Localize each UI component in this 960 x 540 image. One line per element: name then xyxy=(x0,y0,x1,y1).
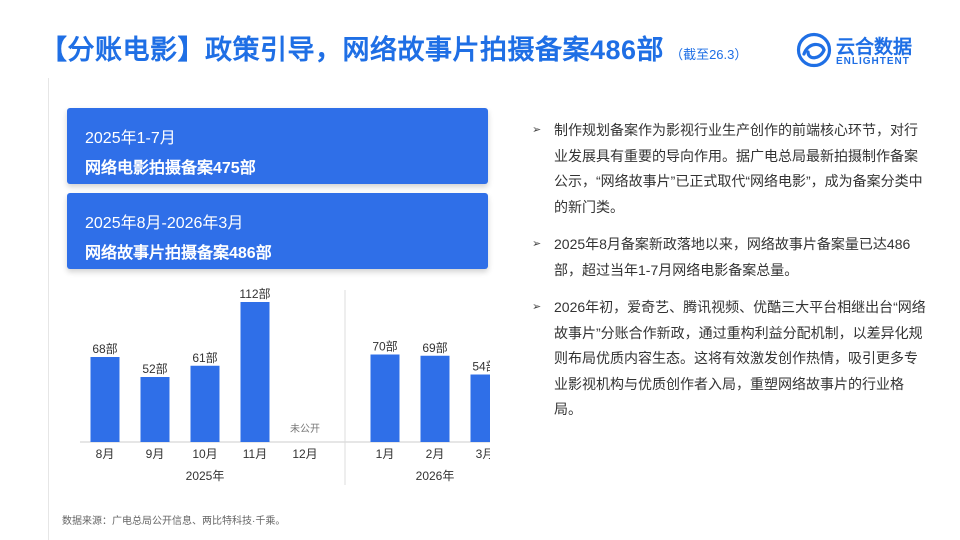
year-group-label: 2026年 xyxy=(416,469,455,483)
bar-value-label: 70部 xyxy=(372,339,397,354)
bar-2 xyxy=(140,377,170,442)
x-tick-label: 2月 xyxy=(426,447,445,461)
bar-value-label: 61部 xyxy=(192,350,217,365)
bar-4 xyxy=(240,302,270,442)
title-subtitle: （截至26.3） xyxy=(670,47,748,62)
logo-swirl-icon xyxy=(796,32,832,68)
stat-card-2025-aug-2026-mar: 2025年8月-2026年3月 网络故事片拍摄备案486部 xyxy=(67,193,488,269)
bullet-arrow-icon: ➢ xyxy=(532,301,542,313)
bar-value-label: 112部 xyxy=(239,286,270,301)
bullet-list: ➢ 制作规划备案作为影视行业生产创作的前端核心环节，对行业发展具有重要的导向作用… xyxy=(532,118,927,435)
bullet-arrow-icon: ➢ xyxy=(532,238,542,250)
logo-en: ENLIGHTENT xyxy=(836,56,910,67)
x-tick-label: 8月 xyxy=(96,447,115,461)
filing-bar-chart: 68部 8月 52部 9月 61部 10月 112部 11月 未公开 12月 70部 1月 69部 2月 5… xyxy=(80,286,490,485)
title-text: 【分账电影】政策引导，网络故事片拍摄备案486部 xyxy=(40,35,665,65)
bar-7 xyxy=(420,355,450,442)
bar-value-label: 未公开 xyxy=(290,423,320,435)
bullet-item: ➢ 2026年初，爱奇艺、腾讯视频、优酷三大平台相继出台“网络故事片”分账合作新… xyxy=(532,295,927,423)
data-source-note: 数据来源：广电总局公开信息、两比特科技·千乘。 xyxy=(62,516,286,527)
bullet-text: 2026年初，爱奇艺、腾讯视频、优酷三大平台相继出台“网络故事片”分账合作新政，… xyxy=(554,299,926,417)
bar-value-label: 69部 xyxy=(422,340,447,355)
bar-value-label: 68部 xyxy=(92,341,117,356)
page-title: 【分账电影】政策引导，网络故事片拍摄备案486部 （截至26.3） xyxy=(40,28,747,67)
year-group-label: 2025年 xyxy=(186,469,225,483)
stat-card-count: 网络电影拍摄备案475部 xyxy=(85,160,256,177)
bar-3 xyxy=(190,365,220,442)
bullet-text: 2025年8月备案新政落地以来，网络故事片备案量已达486部，超过当年1-7月网… xyxy=(554,236,911,278)
stat-card-count: 网络故事片拍摄备案486部 xyxy=(85,245,272,262)
bullet-item: ➢ 2025年8月备案新政落地以来，网络故事片备案量已达486部，超过当年1-7… xyxy=(532,232,927,283)
x-tick-label: 9月 xyxy=(146,447,165,461)
x-tick-label: 3月 xyxy=(476,447,490,461)
bar-value-label: 54部 xyxy=(472,359,490,374)
x-tick-label: 12月 xyxy=(292,447,317,461)
logo-cn: 云合数据 xyxy=(836,37,913,58)
bar-1 xyxy=(90,357,120,442)
bar-6 xyxy=(370,354,400,442)
bar-value-label: 52部 xyxy=(142,361,167,376)
bullet-text: 制作规划备案作为影视行业生产创作的前端核心环节，对行业发展具有重要的导向作用。据… xyxy=(554,122,923,215)
stat-card-2025-jan-jul: 2025年1-7月 网络电影拍摄备案475部 xyxy=(67,108,488,184)
bullet-item: ➢ 制作规划备案作为影视行业生产创作的前端核心环节，对行业发展具有重要的导向作用… xyxy=(532,118,927,220)
x-tick-label: 1月 xyxy=(376,447,395,461)
stat-card-period: 2025年1-7月 xyxy=(85,130,176,147)
brand-logo: 云合数据 ENLIGHTENT xyxy=(796,30,926,70)
stat-card-period: 2025年8月-2026年3月 xyxy=(85,215,244,232)
bar-8 xyxy=(470,374,490,442)
bullet-arrow-icon: ➢ xyxy=(532,124,542,136)
x-tick-label: 10月 xyxy=(192,447,217,461)
x-tick-label: 11月 xyxy=(243,447,267,461)
left-divider xyxy=(48,78,49,540)
